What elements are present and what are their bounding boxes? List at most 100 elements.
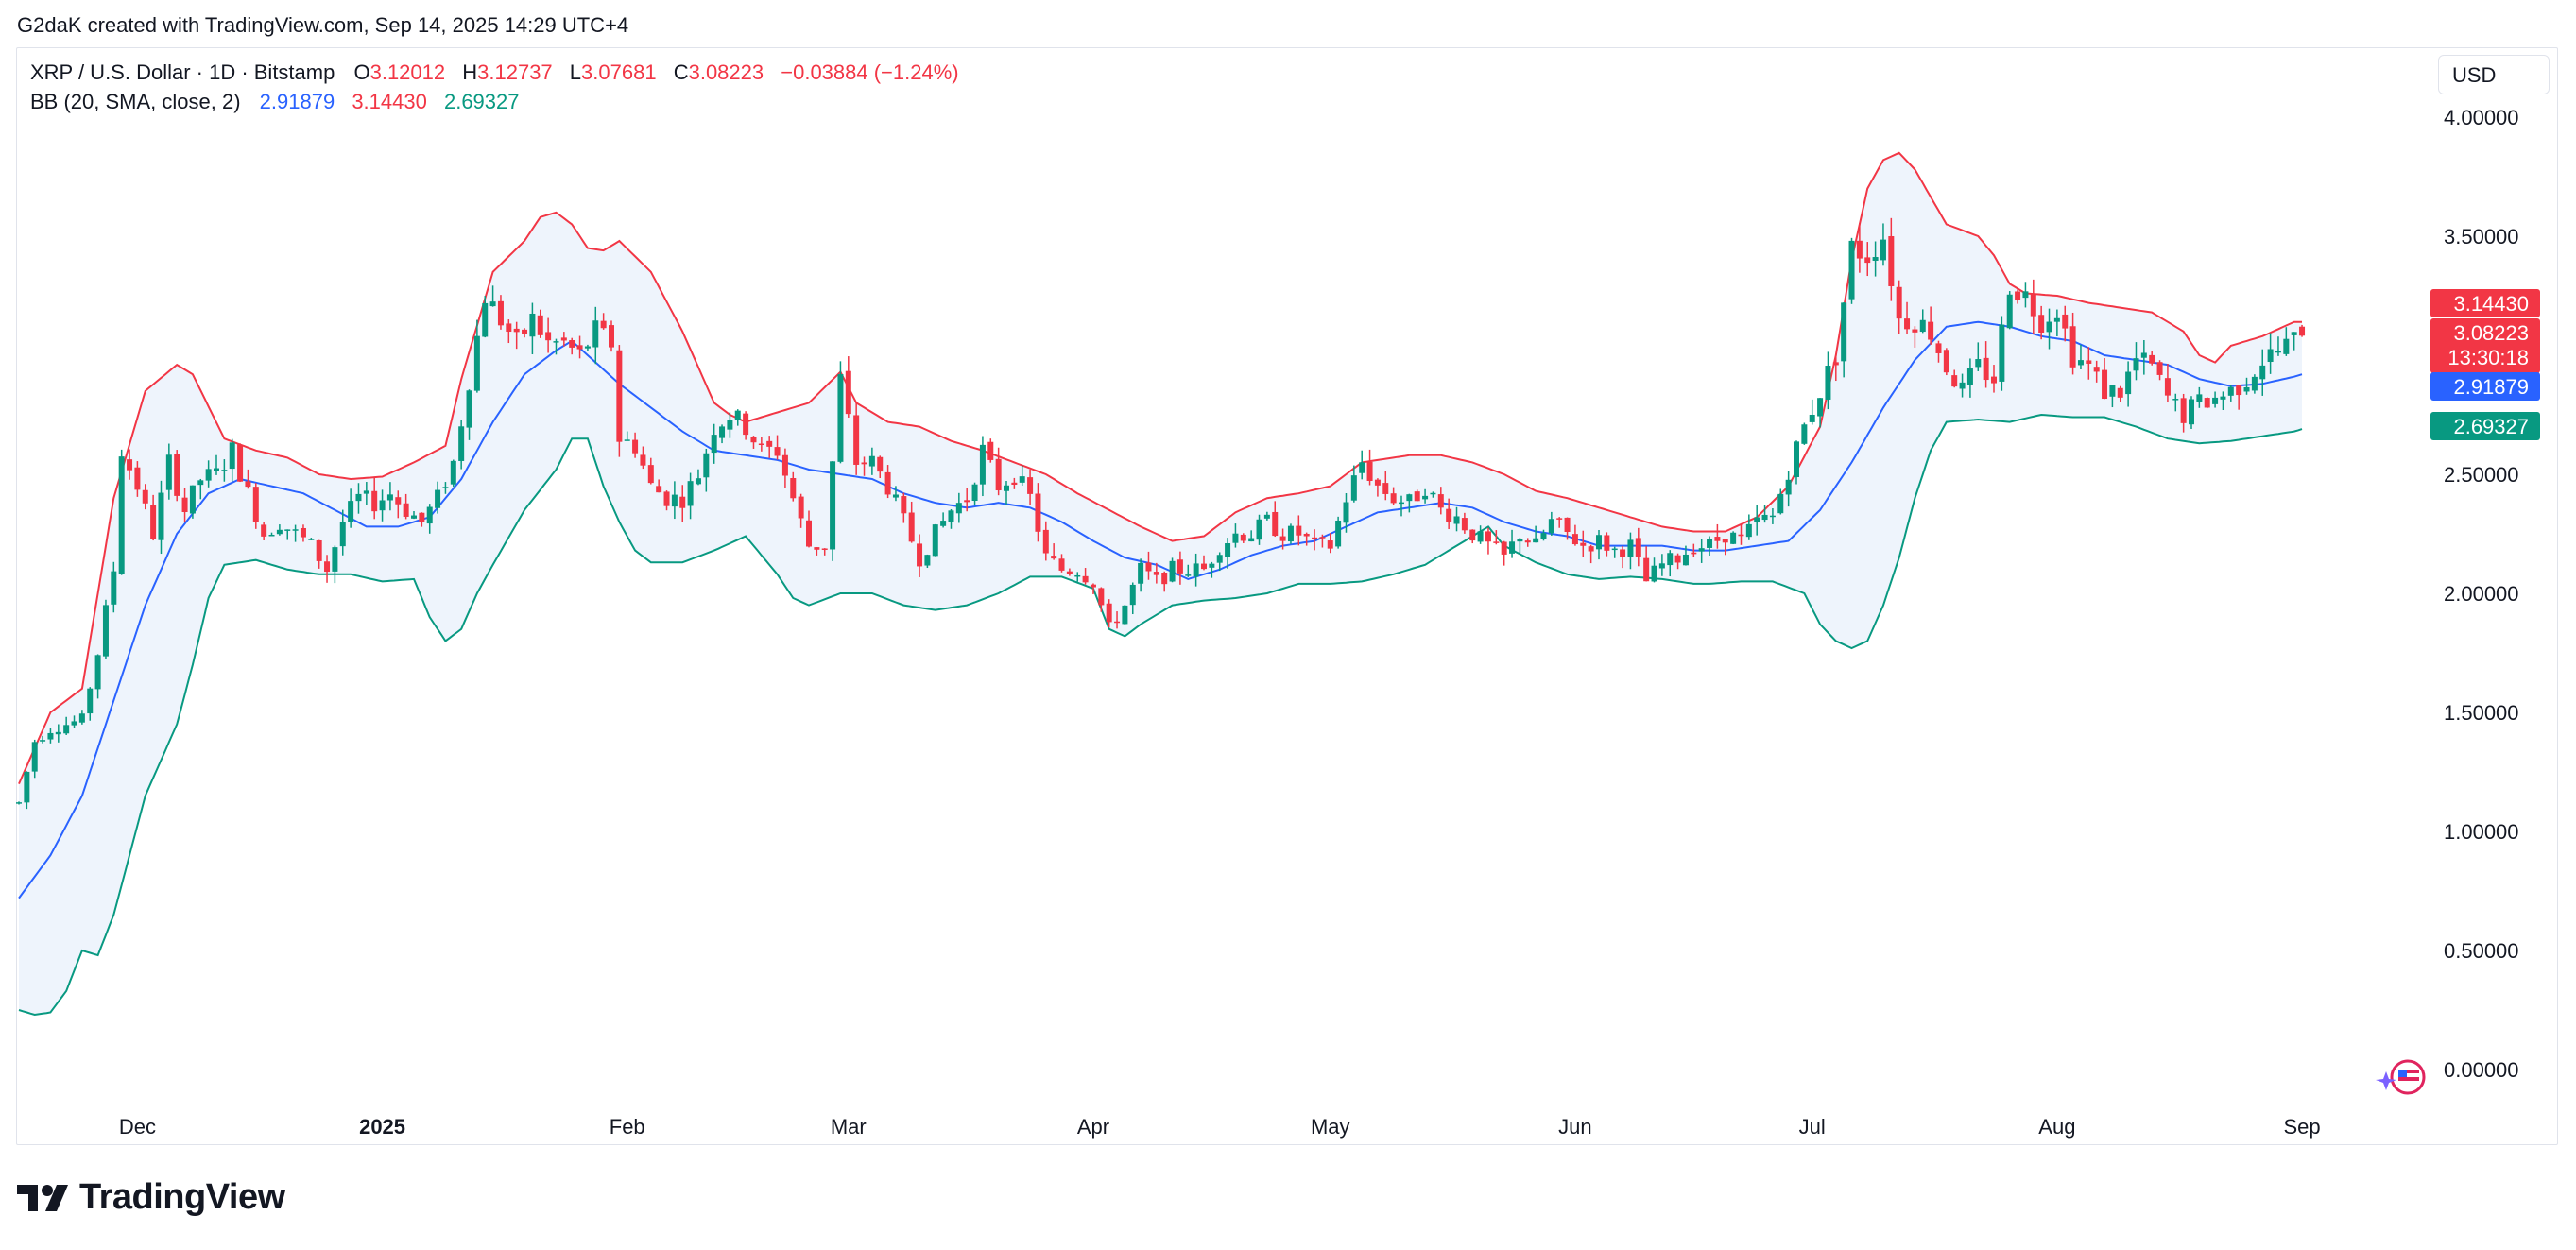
candle-body (2015, 291, 2021, 300)
candle-body (2053, 317, 2060, 322)
candle-body (1461, 518, 1468, 531)
candle-body (1754, 517, 1760, 523)
candle-body (1864, 257, 1871, 264)
x-tick-label: Aug (2038, 1115, 2075, 1139)
candle-body (102, 605, 109, 657)
change-value: −0.03884 (−1.24%) (781, 60, 959, 84)
candle-body (355, 493, 362, 502)
candle-body (1698, 548, 1705, 552)
candle-body (292, 529, 299, 531)
candle-body (245, 481, 251, 488)
candle-body (1777, 493, 1784, 514)
tradingview-logo-icon (17, 1184, 68, 1211)
candle-body (624, 439, 630, 441)
candle-body (901, 496, 907, 514)
price-axis[interactable]: 4.000003.500003.000002.500002.000001.500… (2444, 106, 2519, 1082)
x-tick-label: Apr (1077, 1115, 1109, 1139)
candle-body (316, 539, 322, 561)
time-axis[interactable]: Dec 2025 Feb Mar Apr May Jun Jul Aug Sep (119, 1115, 2321, 1139)
candle-body (1769, 515, 1776, 518)
candle-body (47, 732, 54, 740)
candle-body (1714, 537, 1721, 541)
candle-body (435, 489, 441, 508)
candle-body (2077, 360, 2084, 366)
lower-band-tag: 2.69327 (2453, 415, 2529, 438)
candle-body (158, 492, 164, 540)
candle-body (2259, 365, 2266, 380)
candle-body (31, 742, 38, 772)
candle-body (750, 437, 757, 443)
candle-body (1051, 556, 1057, 559)
candle-body (403, 503, 409, 517)
candle-body (1801, 424, 1808, 444)
x-tick-label: 2025 (359, 1115, 405, 1139)
candle-body (1627, 539, 1634, 557)
candle-body (955, 503, 962, 514)
open-value: 3.12012 (369, 60, 446, 84)
candle-body (1571, 534, 1578, 545)
candle-body (513, 328, 520, 333)
candle-body (1658, 563, 1665, 569)
candle-body (576, 345, 583, 350)
candle-body (1106, 603, 1112, 623)
candle-body (727, 420, 733, 430)
candle-body (1674, 555, 1681, 563)
x-tick-label: Jun (1558, 1115, 1591, 1139)
candle-body (719, 426, 726, 438)
candle-body (450, 460, 456, 485)
chart-frame (16, 47, 2558, 1145)
candle-body (1406, 494, 1413, 502)
candle-body (55, 731, 61, 735)
candle-body (71, 721, 77, 726)
candle-body (1643, 557, 1650, 582)
bb-label: BB (20, SMA, close, 2) (30, 90, 241, 113)
upper-band-tag-bg (2430, 289, 2540, 317)
y-tick-label: 1.50000 (2444, 701, 2519, 725)
tradingview-logo[interactable]: TradingView (17, 1177, 285, 1218)
candle-body (2299, 326, 2306, 336)
candle-body (1019, 476, 1025, 483)
candle-body (569, 340, 575, 348)
candle-body (473, 335, 480, 391)
tradingview-badge-icon[interactable] (2370, 1056, 2430, 1103)
candle-body (679, 496, 686, 508)
candle-body (1809, 414, 1815, 422)
candle-body (1564, 517, 1571, 533)
candle-body (1524, 540, 1531, 543)
x-tick-label: May (1311, 1115, 1350, 1139)
candle-body (261, 524, 267, 537)
candle-body (861, 462, 867, 465)
candle-body (1928, 321, 1934, 340)
candle-body (482, 302, 489, 337)
currency-button[interactable]: USD (2438, 55, 2550, 94)
candle-body (1841, 302, 1847, 362)
candle-body (940, 521, 947, 526)
candle-body (1319, 537, 1326, 539)
candle-body (1430, 492, 1436, 495)
bb-lower-value: 2.69327 (443, 90, 520, 113)
candle-body (868, 455, 875, 467)
candle-body (640, 454, 646, 466)
candle-body (1983, 357, 1989, 381)
attribution-text: G2daK created with TradingView.com, Sep … (17, 13, 629, 37)
candle-body (300, 527, 306, 538)
candle-body (2062, 314, 2069, 329)
candle-body (1209, 563, 1215, 568)
candle-body (1604, 535, 1610, 551)
candle-body (1707, 539, 1713, 548)
candle-body (276, 529, 283, 535)
candle-body (537, 315, 543, 335)
mid-band-tag: 2.91879 (2453, 375, 2529, 399)
candle-body (609, 325, 614, 348)
x-tick-label: Sep (2283, 1115, 2320, 1139)
candle-body (252, 487, 259, 522)
bb-legend[interactable]: BB (20, SMA, close, 2) 2.91879 3.14430 2… (30, 90, 520, 114)
y-tick-label: 4.00000 (2444, 106, 2519, 129)
symbol-legend[interactable]: XRP / U.S. Dollar · 1D · Bitstamp O3.120… (30, 60, 970, 85)
candle-body (1738, 534, 1744, 537)
candle-body (1825, 366, 1831, 400)
candle-body (2117, 387, 2123, 398)
candle-body (40, 740, 46, 742)
mid-band-tag-bg (2430, 372, 2540, 401)
